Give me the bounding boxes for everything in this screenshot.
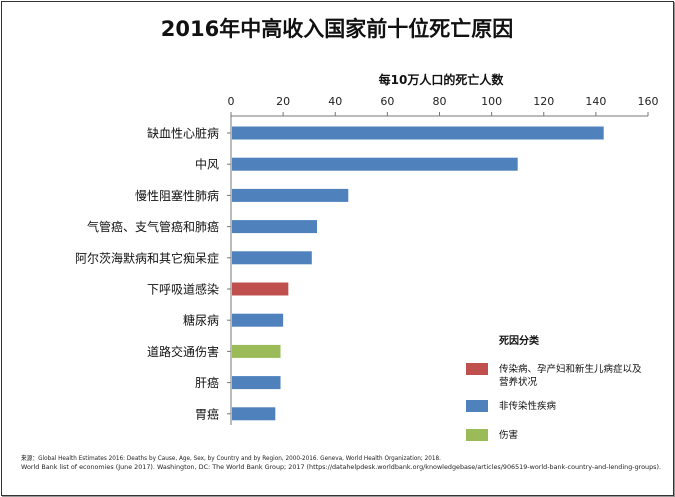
x-tick-label: 80 [433, 95, 447, 108]
chart-title: 2016年中高收入国家前十位死亡原因 [161, 17, 513, 41]
category-label: 肝癌 [195, 375, 219, 390]
category-label: 缺血性心脏病 [147, 126, 219, 141]
legend-label: 非传染性疾病 [499, 400, 557, 412]
category-label: 下呼吸道感染 [147, 282, 219, 297]
source-line: World Bank list of economies (June 2017)… [21, 464, 661, 471]
category-label: 胃癌 [195, 406, 219, 421]
bar [232, 344, 281, 358]
category-labels: 缺血性心脏病中风慢性阻塞性肺病气管癌、支气管癌和肺癌阿尔茨海默病和其它痴呆症下呼… [75, 126, 231, 421]
x-tick-label: 160 [638, 95, 659, 108]
bar [232, 220, 318, 234]
category-label: 糖尿病 [183, 313, 219, 328]
x-tick-label: 0 [228, 95, 235, 108]
x-axis: 0 20 40 60 80 100 120 140 160 [228, 95, 659, 425]
x-tick-label: 40 [328, 95, 342, 108]
source-note: 来源：Global Health Estimates 2016: Deaths … [21, 453, 661, 471]
bar [232, 376, 281, 390]
category-label: 气管癌、支气管癌和肺癌 [87, 219, 219, 234]
bar [232, 282, 289, 296]
bar [232, 251, 312, 265]
x-tick-label: 20 [276, 95, 290, 108]
source-line: 来源：Global Health Estimates 2016: Deaths … [21, 453, 441, 462]
x-tick-label: 60 [380, 95, 394, 108]
legend-swatch [466, 400, 488, 412]
x-tick-label: 120 [533, 95, 554, 108]
category-label: 中风 [195, 157, 219, 172]
legend-swatch [466, 429, 488, 441]
bar [232, 313, 284, 327]
bar [232, 157, 518, 171]
category-label: 慢性阻塞性肺病 [135, 188, 219, 203]
bar [232, 126, 604, 140]
category-label: 道路交通伤害 [147, 344, 219, 359]
category-label: 阿尔茨海默病和其它痴呆症 [75, 250, 219, 265]
x-axis-label: 每10万人口的死亡人数 [379, 72, 505, 87]
bars [232, 126, 604, 421]
legend-label: 营养状况 [499, 376, 538, 388]
legend-swatch [466, 363, 488, 375]
legend-label: 伤害 [499, 429, 518, 441]
legend-label: 传染病、孕产妇和新生儿病症以及 [499, 363, 642, 375]
legend-title: 死因分类 [499, 334, 539, 347]
bar [232, 407, 276, 421]
bar [232, 188, 349, 202]
x-tick-label: 100 [481, 95, 502, 108]
x-tick-label: 140 [585, 95, 606, 108]
